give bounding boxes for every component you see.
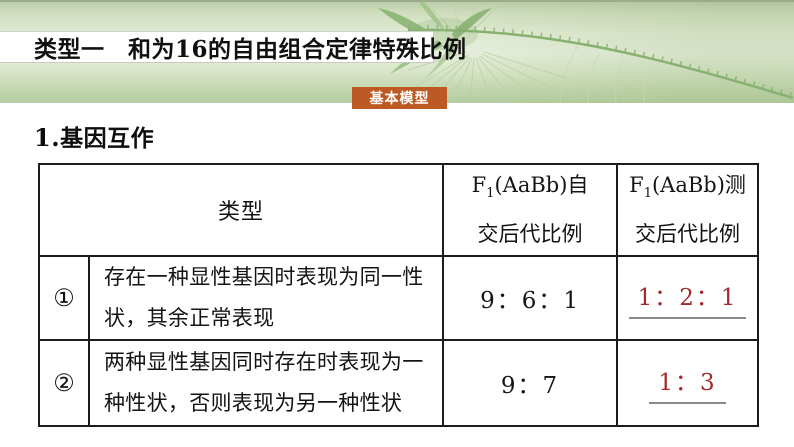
basic-model-badge: 基本模型 — [352, 87, 447, 109]
header-test-line2: 交后代比例 — [635, 223, 741, 247]
row1-description: 存在一种显性基因时表现为同一性状，其余正常表现 — [87, 255, 445, 342]
header-self-line2: 交后代比例 — [477, 223, 583, 247]
header-banner: 类型一 和为16的自由组合定律特殊比例 基本模型 — [0, 0, 794, 109]
header-type-label: 类型 — [218, 199, 265, 225]
header-self-line1: F1(AaBb)自 — [471, 173, 589, 202]
gene-interaction-table: 类型 F1(AaBb)自 交后代比例 F1(AaBb)测 交后代比例 ① 存在一… — [37, 162, 760, 428]
table-row: ① 存在一种显性基因时表现为同一性状，其余正常表现 9：6：1 1：2：1 — [38, 255, 760, 342]
row2-description: 两种显性基因同时存在时表现为一种性状，否则表现为另一种性状 — [87, 339, 445, 428]
row1-test-ratio: 1：2：1 — [616, 255, 760, 342]
row2-index: ② — [38, 339, 90, 428]
section-heading: 1.基因互作 — [34, 119, 154, 153]
section-heading-number: 1. — [34, 123, 61, 152]
section-heading-text: 基因互作 — [60, 125, 155, 151]
table-header-row: 类型 F1(AaBb)自 交后代比例 F1(AaBb)测 交后代比例 — [37, 162, 760, 258]
row1-self-ratio: 9：6：1 — [442, 255, 619, 342]
row1-index: ① — [38, 255, 90, 342]
header-top-line — [0, 0, 794, 2]
row2-test-ratio-answer: 1：3 — [649, 363, 726, 404]
row2-test-ratio: 1：3 — [616, 339, 760, 428]
header-cell-type: 类型 — [37, 162, 445, 258]
title-suffix: 的自由组合定律特殊比例 — [208, 36, 467, 62]
page-title: 类型一 和为16的自由组合定律特殊比例 — [34, 30, 467, 64]
basic-model-badge-label: 基本模型 — [369, 90, 430, 106]
header-cell-self-cross: F1(AaBb)自 交后代比例 — [442, 162, 619, 258]
header-test-line1: F1(AaBb)测 — [629, 173, 746, 202]
title-prefix: 类型一 和为 — [34, 36, 175, 62]
header-cell-test-cross: F1(AaBb)测 交后代比例 — [616, 162, 760, 258]
title-bar: 类型一 和为16的自由组合定律特殊比例 — [0, 31, 466, 63]
table-row: ② 两种显性基因同时存在时表现为一种性状，否则表现为另一种性状 9：7 1：3 — [38, 339, 760, 428]
title-number: 16 — [175, 36, 209, 63]
row2-self-ratio: 9：7 — [442, 339, 619, 428]
row1-test-ratio-answer: 1：2：1 — [628, 278, 747, 319]
